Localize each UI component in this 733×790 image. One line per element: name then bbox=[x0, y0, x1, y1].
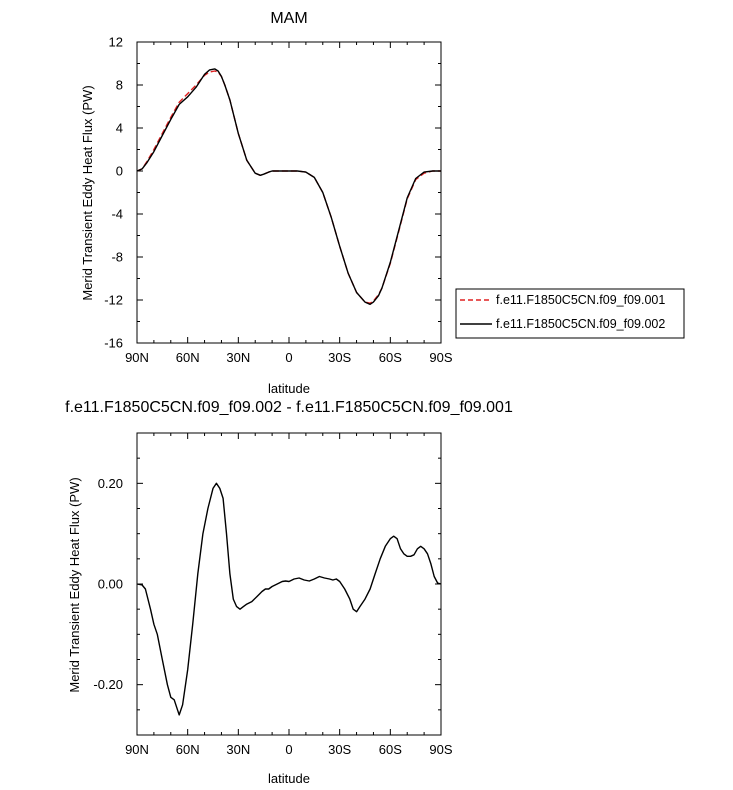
mam-series-line-1 bbox=[136, 70, 441, 304]
mam-x-tick-label: 30S bbox=[328, 350, 351, 365]
difference-x-tick-label: 60S bbox=[379, 742, 402, 757]
difference-x-tick-label: 60N bbox=[176, 742, 200, 757]
mam-y-tick-label: -8 bbox=[111, 250, 123, 265]
difference-y-tick-label: 0.00 bbox=[98, 577, 123, 592]
mam-y-tick-label: -16 bbox=[104, 336, 123, 351]
mam-panel: MAM Merid Transient Eddy Heat Flux (PW) … bbox=[80, 10, 453, 396]
mam-x-tick-label: 60N bbox=[176, 350, 200, 365]
mam-y-tick-label: -12 bbox=[104, 293, 123, 308]
difference-y-axis-label: Merid Transient Eddy Heat Flux (PW) bbox=[67, 477, 82, 692]
mam-y-tick-label: 4 bbox=[116, 121, 123, 136]
difference-y-tick-label: 0.20 bbox=[98, 476, 123, 491]
mam-x-tick-label: 0 bbox=[285, 350, 292, 365]
legend-label-series-001: f.e11.F1850C5CN.f09_f09.001 bbox=[496, 293, 665, 307]
mam-x-tick-label: 90S bbox=[429, 350, 452, 365]
difference-chart-title: f.e11.F1850C5CN.f09_f09.002 - f.e11.F185… bbox=[65, 399, 513, 416]
difference-panel: f.e11.F1850C5CN.f09_f09.002 - f.e11.F185… bbox=[65, 399, 513, 786]
difference-x-tick-label: 30S bbox=[328, 742, 351, 757]
legend: f.e11.F1850C5CN.f09_f09.001 f.e11.F1850C… bbox=[455, 288, 685, 339]
mam-y-tick-label: 0 bbox=[116, 164, 123, 179]
difference-axes: 90N 60N 30N 0 30S 60S 90S -0.20 0.00 0.20 bbox=[93, 432, 453, 757]
difference-x-tick-label: 90S bbox=[429, 742, 452, 757]
mam-series-line-2 bbox=[136, 68, 441, 305]
difference-x-axis-label: latitude bbox=[268, 771, 310, 786]
difference-series-line-1 bbox=[136, 482, 442, 716]
mam-series-group bbox=[136, 68, 441, 305]
mam-x-tick-label: 60S bbox=[379, 350, 402, 365]
mam-x-tick-label: 90N bbox=[125, 350, 149, 365]
difference-y-tick-label: -0.20 bbox=[93, 677, 123, 692]
mam-y-tick-label: 8 bbox=[116, 78, 123, 93]
mam-chart-title: MAM bbox=[270, 10, 307, 27]
mam-x-axis-label: latitude bbox=[268, 381, 310, 396]
legend-label-series-002: f.e11.F1850C5CN.f09_f09.002 bbox=[496, 317, 665, 331]
mam-y-tick-label: -4 bbox=[111, 207, 123, 222]
difference-series-group bbox=[136, 482, 442, 716]
legend-box bbox=[455, 288, 685, 339]
difference-x-tick-label: 0 bbox=[285, 742, 292, 757]
difference-plot-frame bbox=[136, 432, 442, 736]
difference-x-tick-label: 30N bbox=[226, 742, 250, 757]
mam-x-tick-label: 30N bbox=[226, 350, 250, 365]
mam-plot-frame bbox=[136, 41, 442, 344]
difference-x-tick-label: 90N bbox=[125, 742, 149, 757]
mam-axes: 90N 60N 30N 0 30S 60S 90S -16 -12 -8 -4 0 4 8 12 bbox=[104, 35, 453, 366]
mam-y-tick-label: 12 bbox=[109, 35, 123, 50]
mam-y-axis-label: Merid Transient Eddy Heat Flux (PW) bbox=[80, 85, 95, 300]
